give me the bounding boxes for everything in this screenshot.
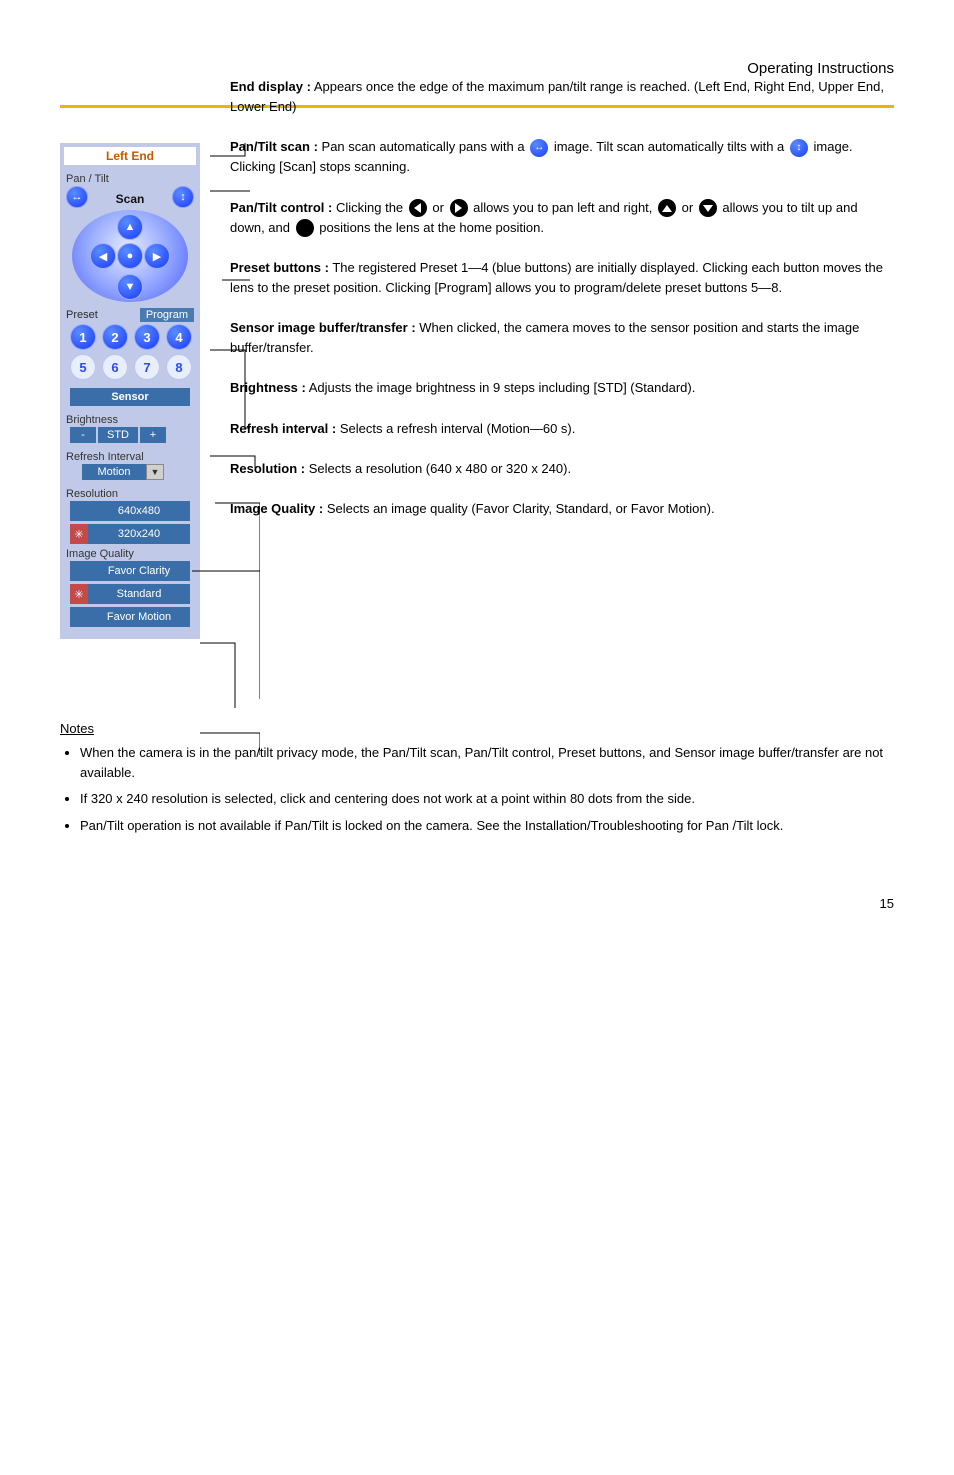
up-arrow-icon <box>658 199 676 217</box>
note-item-1: If 320 x 240 resolution is selected, cli… <box>80 789 894 809</box>
imageq-favor-motion[interactable]: Favor Motion <box>70 607 190 627</box>
preset-3[interactable]: 3 <box>134 324 160 350</box>
pantilt-label: Pan / Tilt <box>64 171 196 186</box>
preset-1[interactable]: 1 <box>70 324 96 350</box>
preset-8[interactable]: 8 <box>166 354 192 380</box>
tilt-up-button[interactable]: ▲ <box>117 214 143 240</box>
imageq-label-2: Favor Motion <box>88 607 190 627</box>
dropdown-arrow-icon[interactable]: ▼ <box>146 464 164 480</box>
description-column: End display : Appears once the edge of t… <box>230 143 894 539</box>
refresh-value: Motion <box>82 464 146 480</box>
dpad: ▲ ◀ ● ▶ ▼ <box>72 210 188 302</box>
down-arrow-icon <box>699 199 717 217</box>
brightness-label: Brightness <box>64 412 196 427</box>
desc-head-6: Refresh interval : <box>230 421 336 436</box>
desc-body-5: Adjusts the image brightness in 9 steps … <box>309 380 696 395</box>
notes-section: Notes When the camera is in the pan/tilt… <box>60 719 894 836</box>
brightness-plus[interactable]: + <box>140 427 166 443</box>
refresh-label: Refresh Interval <box>64 449 196 464</box>
notes-heading: Notes <box>60 721 94 736</box>
operation-bar: Left End Pan / Tilt ↔ Scan ↕ ▲ ◀ ● ▶ ▼ P… <box>60 143 200 639</box>
preset-5[interactable]: 5 <box>70 354 96 380</box>
unselected-mark <box>70 501 88 521</box>
horizontal-arrow-icon: ↔ <box>530 139 548 157</box>
resolution-label-0: 640x480 <box>88 501 190 521</box>
home-position-button[interactable]: ● <box>117 243 143 269</box>
tilt-scan-icon[interactable]: ↕ <box>172 186 194 208</box>
left-arrow-icon <box>409 199 427 217</box>
preset-7[interactable]: 7 <box>134 354 160 380</box>
desc-head-7: Resolution : <box>230 461 305 476</box>
preset-grid: 1 2 3 4 5 6 7 8 <box>64 324 196 386</box>
brightness-std[interactable]: STD <box>98 427 138 443</box>
center-dot-icon <box>296 219 314 237</box>
resolution-320x240[interactable]: ✳ 320x240 <box>70 524 190 544</box>
resolution-label: Resolution <box>64 486 196 501</box>
note-item-0: When the camera is in the pan/tilt priva… <box>80 743 894 783</box>
preset-6[interactable]: 6 <box>102 354 128 380</box>
vertical-arrow-icon: ↕ <box>790 139 808 157</box>
desc-head-1: Pan/Tilt scan : <box>230 139 318 154</box>
scan-button[interactable]: Scan <box>116 186 145 206</box>
resolution-label-1: 320x240 <box>88 524 190 544</box>
desc-head-0: End display : <box>230 79 311 94</box>
desc-body-6: Selects a refresh interval (Motion—60 s)… <box>340 421 576 436</box>
right-arrow-icon <box>450 199 468 217</box>
preset-4[interactable]: 4 <box>166 324 192 350</box>
pan-left-button[interactable]: ◀ <box>90 243 116 269</box>
preset-label: Preset <box>66 309 98 321</box>
resolution-640x480[interactable]: 640x480 <box>70 501 190 521</box>
tilt-down-button[interactable]: ▼ <box>117 274 143 300</box>
desc-head-4: Sensor image buffer/transfer : <box>230 320 416 335</box>
desc-head-3: Preset buttons : <box>230 260 329 275</box>
imageq-standard[interactable]: ✳ Standard <box>70 584 190 604</box>
imageq-label: Image Quality <box>64 546 196 561</box>
refresh-select[interactable]: Motion ▼ <box>82 464 164 480</box>
desc-head-5: Brightness : <box>230 380 306 395</box>
selected-mark-icon: ✳ <box>70 524 88 544</box>
unselected-mark <box>70 607 88 627</box>
note-item-2: Pan/Tilt operation is not available if P… <box>80 816 894 836</box>
pan-scan-icon[interactable]: ↔ <box>66 186 88 208</box>
sensor-button[interactable]: Sensor <box>70 388 190 406</box>
desc-body-0: Appears once the edge of the maximum pan… <box>230 79 884 114</box>
pan-right-button[interactable]: ▶ <box>144 243 170 269</box>
unselected-mark <box>70 561 88 581</box>
brightness-minus[interactable]: - <box>70 427 96 443</box>
program-button[interactable]: Program <box>140 308 194 322</box>
desc-head-8: Image Quality : <box>230 501 323 516</box>
page-number: 15 <box>60 896 894 911</box>
imageq-favor-clarity[interactable]: Favor Clarity <box>70 561 190 581</box>
preset-2[interactable]: 2 <box>102 324 128 350</box>
desc-body-7: Selects a resolution (640 x 480 or 320 x… <box>309 461 571 476</box>
end-display: Left End <box>64 147 196 165</box>
desc-head-2: Pan/Tilt control : <box>230 200 332 215</box>
selected-mark-icon: ✳ <box>70 584 88 604</box>
desc-body-8: Selects an image quality (Favor Clarity,… <box>327 501 715 516</box>
imageq-label-0: Favor Clarity <box>88 561 190 581</box>
desc-body-1: Pan scan automatically pans with a ↔ ima… <box>230 139 853 174</box>
page-title: Operating Instructions <box>60 60 894 77</box>
imageq-label-1: Standard <box>88 584 190 604</box>
